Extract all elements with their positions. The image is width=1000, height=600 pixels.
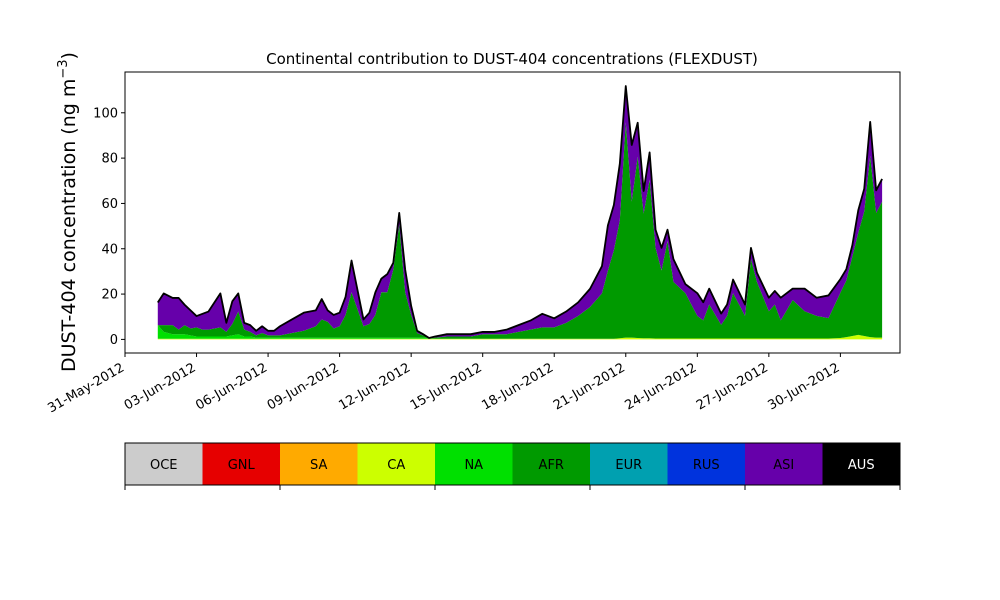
x-tick-label: 18-Jun-2012 <box>479 360 556 413</box>
legend-swatch-afr <box>512 443 591 485</box>
legend-label-na: NA <box>464 458 483 473</box>
x-axis-ticks: 31-May-201203-Jun-201206-Jun-201209-Jun-… <box>45 353 842 416</box>
legend-colorbar: OCE GNL SA CA NA AFR EUR RUS ASI AUS <box>124 442 901 490</box>
area-series-asi <box>157 86 883 339</box>
x-tick-label: 30-Jun-2012 <box>766 360 843 413</box>
area-series-ca <box>157 334 883 340</box>
x-tick-label: 27-Jun-2012 <box>694 360 771 413</box>
legend-label-asi: ASI <box>773 458 794 473</box>
legend-label-sa: SA <box>310 458 327 473</box>
legend-swatch-oce <box>125 443 203 485</box>
legend-swatch-eur <box>590 443 668 485</box>
x-tick-label: 03-Jun-2012 <box>122 360 199 413</box>
legend-swatch-ca <box>357 443 436 485</box>
area-series-afr <box>157 122 883 339</box>
legend-label-ca: CA <box>387 458 405 473</box>
y-axis-label: DUST-404 concentration (ng m−3) <box>56 52 80 372</box>
legend-cells: OCE GNL SA CA NA AFR EUR RUS ASI AUS <box>125 443 901 485</box>
y-tick-label: 0 <box>110 333 118 348</box>
plot-frame <box>124 71 901 354</box>
y-axis-label-exponent: −3 <box>56 59 71 78</box>
total-concentration-line <box>157 85 883 339</box>
legend-label-oce: OCE <box>150 458 178 473</box>
legend-swatch-gnl <box>202 443 281 485</box>
plot-area: 0 20 40 60 80 100 31-May-201203-Jun-201206-Ju… <box>45 71 901 416</box>
stacked-area-layers <box>157 86 883 340</box>
y-tick-label: 60 <box>101 197 118 212</box>
legend-label-aus: AUS <box>848 458 875 473</box>
legend-label-afr: AFR <box>539 458 564 473</box>
legend-frame <box>124 442 901 486</box>
legend-label-eur: EUR <box>615 458 642 473</box>
chart-title: Continental contribution to DUST-404 con… <box>266 50 758 68</box>
x-tick-label: 06-Jun-2012 <box>193 360 270 413</box>
area-series-na <box>157 325 883 339</box>
legend-swatch-rus <box>667 443 746 485</box>
y-tick-label: 20 <box>101 288 118 303</box>
y-tick-label: 40 <box>101 242 118 257</box>
legend-ticks <box>124 485 901 490</box>
y-axis-ticks: 0 20 40 60 80 100 <box>93 106 125 348</box>
legend-label-rus: RUS <box>693 458 720 473</box>
x-tick-label: 09-Jun-2012 <box>265 360 342 413</box>
legend-label-gnl: GNL <box>228 458 256 473</box>
legend-swatch-asi <box>745 443 823 485</box>
x-tick-label: 15-Jun-2012 <box>408 360 485 413</box>
legend-swatch-aus <box>822 443 901 485</box>
x-tick-label: 24-Jun-2012 <box>622 360 699 413</box>
legend-swatch-na <box>435 443 513 485</box>
legend-swatch-sa <box>280 443 358 485</box>
y-tick-label: 80 <box>101 152 118 167</box>
y-axis-label-close: ) <box>58 52 80 59</box>
y-tick-label: 100 <box>93 106 118 121</box>
x-tick-label: 12-Jun-2012 <box>336 360 413 413</box>
x-tick-label: 21-Jun-2012 <box>551 360 628 413</box>
